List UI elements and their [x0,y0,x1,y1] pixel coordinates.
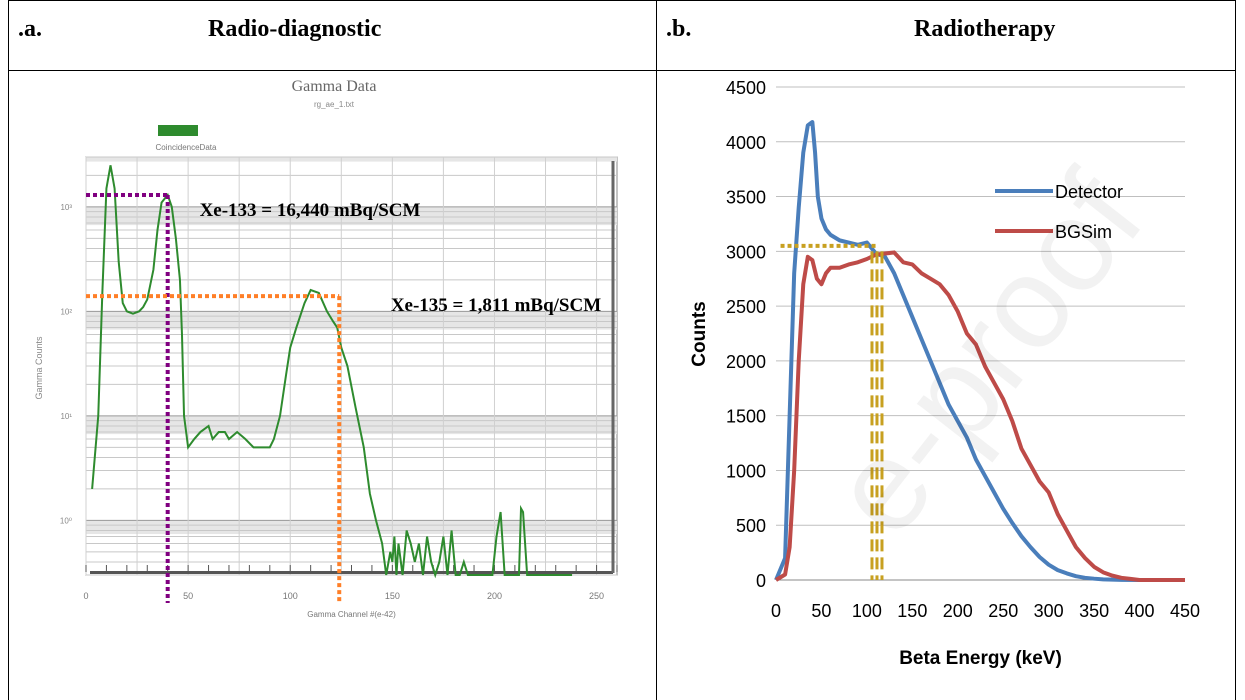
panel-a-title: Radio-diagnostic [208,16,382,42]
x-tick-label: 0 [771,601,781,621]
y-axis-label: Gamma Counts [34,336,44,400]
y-tick-label: 4000 [726,133,766,153]
y-tick-label: 500 [736,516,766,536]
x-axis-label: Beta Energy (keV) [899,648,1062,669]
border-top [8,0,1236,1]
chart-a-title: Gamma Data [292,78,377,95]
x-tick-label: 100 [283,591,298,601]
y-tick-label: 1500 [726,407,766,427]
x-tick-label: 200 [943,601,973,621]
x-tick-label: 50 [183,591,193,601]
x-tick-label: 150 [385,591,400,601]
xe135-label: Xe-135 = 1,811 mBq/SCM [391,295,601,316]
xe133-label: Xe-133 = 16,440 mBq/SCM [200,200,421,221]
grid-band [86,520,617,535]
y-tick-label: 3000 [726,242,766,262]
x-axis-bar [90,571,613,574]
x-tick-label: 0 [83,591,88,601]
y-tick-label: 2500 [726,297,766,317]
x-tick-label: 450 [1170,601,1200,621]
legend-label-bgsim: BGSim [1055,222,1112,242]
gamma-data-chart: Xe-133 = 16,440 mBq/SCM Xe-135 = 1,811 mB… [34,78,618,619]
legend-label-coincidence: CoincidenceData [156,143,217,152]
grid-band [86,157,617,162]
series-line-detector [774,120,1185,582]
y-tick-label: 1000 [726,461,766,481]
x-tick-label: 50 [811,601,831,621]
y-tick-label: 10³ [60,203,72,212]
legend-swatch-coincidence [158,125,198,136]
panel-b-letter: .b. [666,16,692,42]
y-tick-label: 0 [756,571,766,591]
x-tick-label: 100 [852,601,882,621]
x-tick-label: 300 [1034,601,1064,621]
x-tick-label: 150 [897,601,927,621]
y-tick-label: 10⁰ [60,516,72,525]
x-axis-label: Gamma Channel #(e-42) [307,610,396,619]
series-line-coincidence [91,165,573,579]
x-tick-label: 200 [487,591,502,601]
x-tick-label: 350 [1079,601,1109,621]
y-tick-label: 10² [60,307,72,316]
border-right [1235,0,1236,700]
legend-label-detector: Detector [1055,182,1123,202]
panel-b-title: Radiotherapy [914,16,1056,42]
y-tick-label: 4500 [726,78,766,98]
beta-energy-chart: 0 500 1000 1500 2000 2500 3000 3500 4000 4500 0 50 1… [689,78,1200,669]
chart-a-subtitle: rg_ae_1.txt [314,100,355,109]
x-tick-label: 400 [1125,601,1155,621]
figure-frame: .a. Radio-diagnostic .b. Radiotherapy [8,0,1236,700]
y-axis-label: Counts [689,301,710,366]
y-tick-label: 10¹ [60,412,72,421]
y-tick-label: 3500 [726,188,766,208]
border-middle [656,0,657,700]
series-line-bgsim [774,250,1185,582]
x-tick-label: 250 [988,601,1018,621]
border-left [8,0,9,700]
x-tick-label: 250 [589,591,604,601]
y-tick-label: 2000 [726,352,766,372]
grid-band [86,415,617,435]
panel-a-letter: .a. [18,16,42,42]
border-header-bottom [8,70,1236,71]
